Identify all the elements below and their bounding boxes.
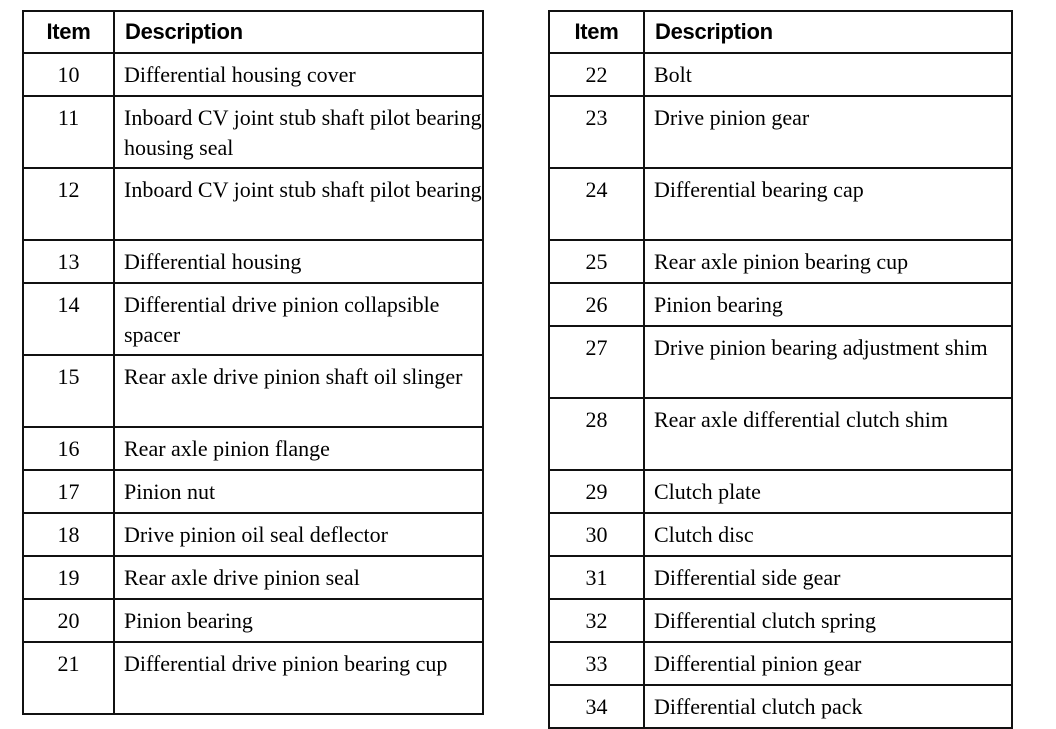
table-row: 22 Bolt [548,52,1013,97]
item-description: Differential drive pinion bearing cup [113,641,484,715]
table-row: 34 Differential clutch pack [548,684,1013,729]
item-description: Inboard CV joint stub shaft pilot bearin… [113,95,484,169]
item-description: Differential pinion gear [643,641,1013,686]
item-number: 31 [548,555,645,600]
table-row: 16 Rear axle pinion flange [22,426,484,471]
item-number: 15 [22,354,115,428]
table-row: 15 Rear axle drive pinion shaft oil sling… [22,354,484,428]
item-number: 25 [548,239,645,284]
item-number: 34 [548,684,645,729]
table-row: 20 Pinion bearing [22,598,484,643]
item-description: Differential clutch pack [643,684,1013,729]
table-row: 32 Differential clutch spring [548,598,1013,643]
item-description: Bolt [643,52,1013,97]
table-row: 10 Differential housing cover [22,52,484,97]
item-number: 18 [22,512,115,557]
item-number: 10 [22,52,115,97]
table-row: 26 Pinion bearing [548,282,1013,327]
parts-table-left: Item Description 10 Differential housing … [22,10,484,715]
table-row: 12 Inboard CV joint stub shaft pilot bear… [22,167,484,241]
item-number: 16 [22,426,115,471]
item-description: Rear axle drive pinion seal [113,555,484,600]
item-description: Differential clutch spring [643,598,1013,643]
header-item: Item [548,10,645,54]
table-row: 21 Differential drive pinion bearing cup [22,641,484,715]
item-number: 19 [22,555,115,600]
item-description: Differential housing [113,239,484,284]
table-row: 27 Drive pinion bearing adjustment shim [548,325,1013,399]
item-number: 32 [548,598,645,643]
item-number: 23 [548,95,645,169]
item-description: Rear axle drive pinion shaft oil slinger [113,354,484,428]
table-header-row: Item Description [22,10,484,54]
table-row: 18 Drive pinion oil seal deflector [22,512,484,557]
item-description: Clutch disc [643,512,1013,557]
item-description: Pinion bearing [113,598,484,643]
item-description: Pinion bearing [643,282,1013,327]
header-description: Description [643,10,1013,54]
item-description: Differential housing cover [113,52,484,97]
table-row: 11 Inboard CV joint stub shaft pilot bear… [22,95,484,169]
item-description: Rear axle pinion flange [113,426,484,471]
header-item: Item [22,10,115,54]
item-description: Rear axle pinion bearing cup [643,239,1013,284]
table-row: 29 Clutch plate [548,469,1013,514]
table-header-row: Item Description [548,10,1013,54]
item-number: 27 [548,325,645,399]
item-number: 24 [548,167,645,241]
item-number: 29 [548,469,645,514]
item-number: 13 [22,239,115,284]
item-description: Differential bearing cap [643,167,1013,241]
table-row: 28 Rear axle differential clutch shim [548,397,1013,471]
item-description: Drive pinion bearing adjustment shim [643,325,1013,399]
item-number: 33 [548,641,645,686]
parts-table-right: Item Description 22 Bolt 23 Drive pinion ge… [548,10,1013,729]
table-row: 24 Differential bearing cap [548,167,1013,241]
item-description: Drive pinion gear [643,95,1013,169]
item-description: Rear axle differential clutch shim [643,397,1013,471]
item-description: Clutch plate [643,469,1013,514]
item-description: Inboard CV joint stub shaft pilot bearin… [113,167,484,241]
item-description: Differential side gear [643,555,1013,600]
item-description: Pinion nut [113,469,484,514]
table-row: 25 Rear axle pinion bearing cup [548,239,1013,284]
table-row: 23 Drive pinion gear [548,95,1013,169]
item-number: 12 [22,167,115,241]
item-number: 17 [22,469,115,514]
item-number: 22 [548,52,645,97]
item-description: Drive pinion oil seal deflector [113,512,484,557]
item-number: 30 [548,512,645,557]
header-description: Description [113,10,484,54]
table-row: 31 Differential side gear [548,555,1013,600]
item-number: 21 [22,641,115,715]
item-number: 28 [548,397,645,471]
item-number: 11 [22,95,115,169]
table-row: 13 Differential housing [22,239,484,284]
item-number: 14 [22,282,115,356]
item-description: Differential drive pinion collapsible sp… [113,282,484,356]
table-row: 30 Clutch disc [548,512,1013,557]
table-row: 14 Differential drive pinion collapsible … [22,282,484,356]
table-row: 33 Differential pinion gear [548,641,1013,686]
table-row: 17 Pinion nut [22,469,484,514]
table-row: 19 Rear axle drive pinion seal [22,555,484,600]
item-number: 26 [548,282,645,327]
item-number: 20 [22,598,115,643]
